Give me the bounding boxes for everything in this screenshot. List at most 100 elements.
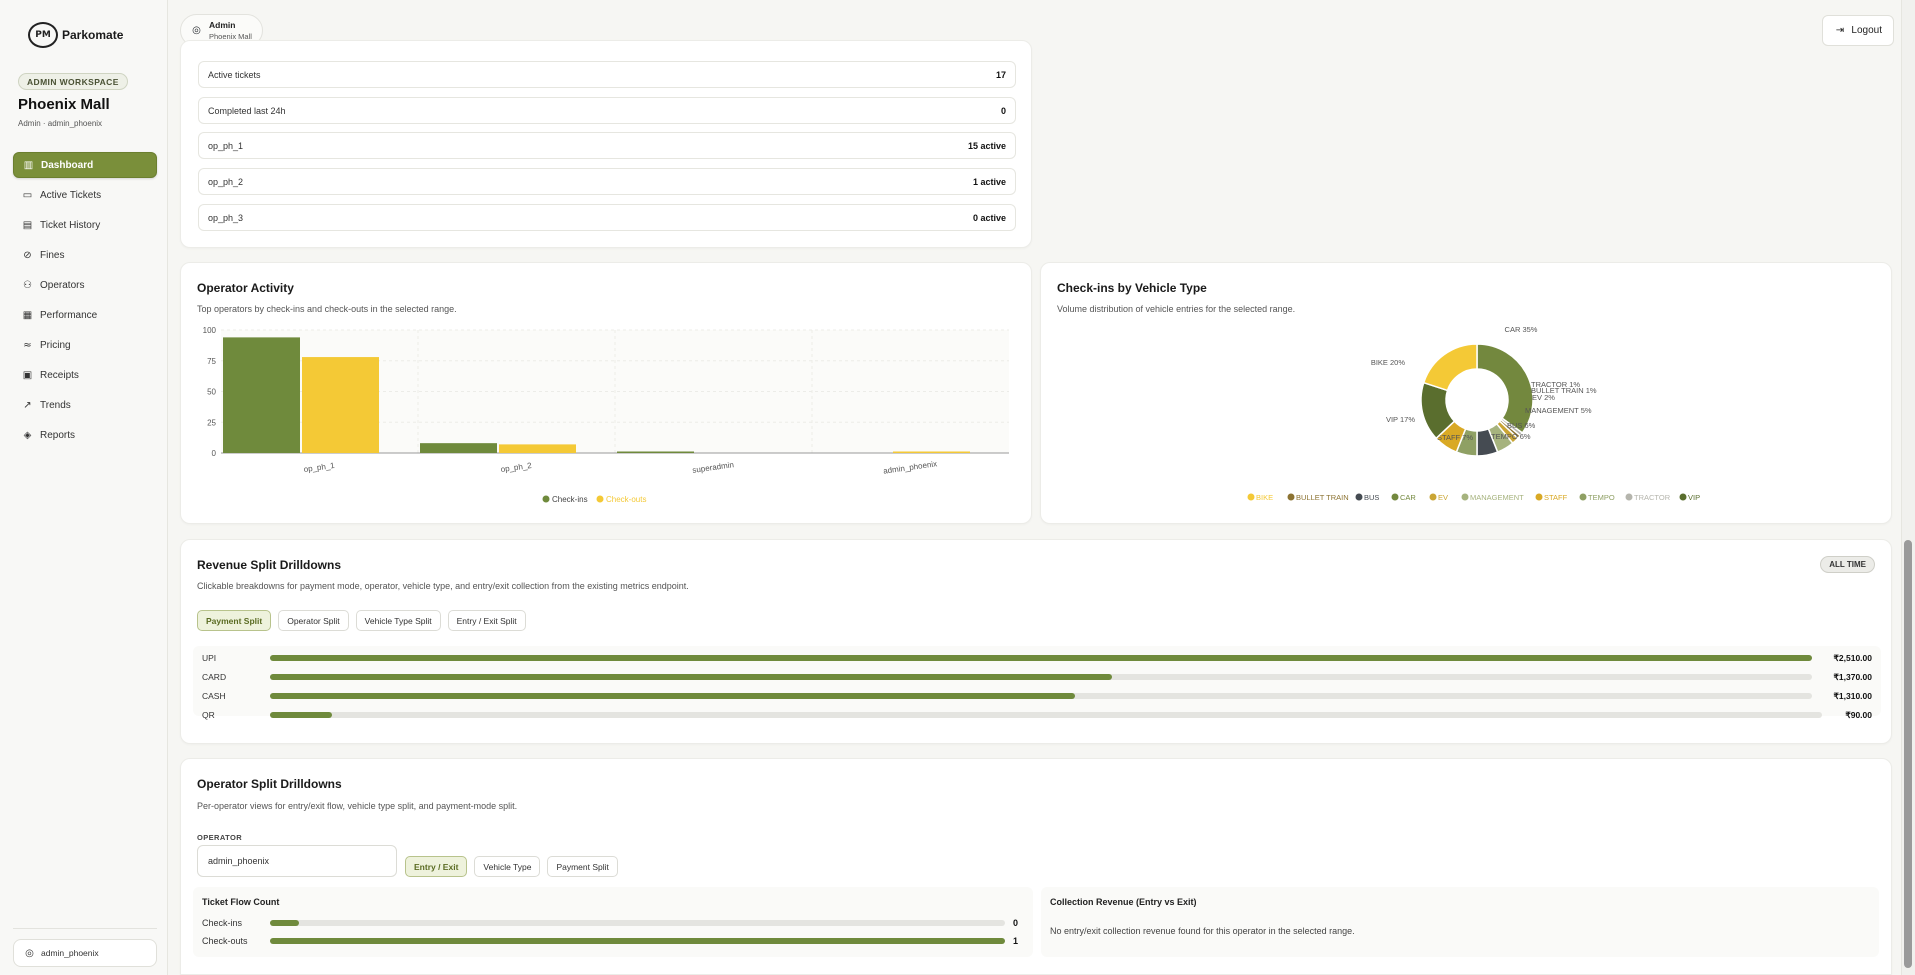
legend-label[interactable]: TRACTOR xyxy=(1634,493,1671,502)
tab-vehicle-type[interactable]: Vehicle Type xyxy=(474,856,541,877)
pie-slice-bike[interactable] xyxy=(1422,343,1478,392)
revenue-fill xyxy=(270,693,1075,699)
sidebar-nav: ▥ Dashboard ▭ Active Tickets ▤ Ticket Hi… xyxy=(13,152,157,452)
org-name: Phoenix Mall xyxy=(18,96,110,113)
x-tick-label: op_ph_1 xyxy=(303,461,336,474)
logo-icon: PM xyxy=(28,22,58,48)
pie-slice-car[interactable] xyxy=(1476,343,1534,434)
legend-label[interactable]: BULLET TRAIN xyxy=(1296,493,1349,502)
revenue-row: CARD ₹1,370.00 xyxy=(202,671,1872,683)
sidebar-item-dashboard[interactable]: ▥ Dashboard xyxy=(13,152,157,178)
bar-check-ins[interactable] xyxy=(617,451,694,454)
collection-title: Collection Revenue (Entry vs Exit) xyxy=(1050,897,1197,907)
receipt-icon: ▣ xyxy=(22,369,33,381)
stat-row: Active tickets 17 xyxy=(198,61,1016,88)
logout-button[interactable]: ⇥ Logout xyxy=(1822,15,1894,46)
tab-entry-exit[interactable]: Entry / Exit xyxy=(405,856,468,877)
sidebar-item-fines[interactable]: ⊘ Fines xyxy=(13,242,157,268)
legend-swatch xyxy=(1625,493,1633,501)
bar-check-ins[interactable] xyxy=(223,337,300,453)
revenue-amount: ₹2,510.00 xyxy=(1833,652,1873,663)
chart-icon: ▥ xyxy=(23,159,34,171)
performance-icon: ▦ xyxy=(22,309,33,321)
legend-swatch xyxy=(542,495,550,503)
stat-value: 15 active xyxy=(967,140,1006,151)
ticket-flow-title: Ticket Flow Count xyxy=(202,897,280,907)
vehicle-checkins-card: Check-ins by Vehicle Type Volume distrib… xyxy=(1040,262,1892,524)
brand-logo[interactable]: PM Parkomate xyxy=(28,22,123,48)
vehicle-type-chart: CAR 35% TRACTOR 1%BULLET TRAIN 1%EV 2% MAN… xyxy=(1247,325,1700,502)
bar-check-ins[interactable] xyxy=(420,443,497,453)
legend-label[interactable]: VIP xyxy=(1688,493,1700,502)
x-tick-label: superadmin xyxy=(692,460,735,475)
legend-label[interactable]: BIKE xyxy=(1256,493,1273,502)
sidebar-item-label: Fines xyxy=(40,249,65,261)
legend-swatch xyxy=(1247,493,1255,501)
sidebar-item-ticket-history[interactable]: ▤ Ticket History xyxy=(13,212,157,238)
slice-label: BULLET TRAIN 1% xyxy=(1531,386,1597,395)
tab-entry-exit-split[interactable]: Entry / Exit Split xyxy=(447,610,526,631)
legend-label[interactable]: Check-outs xyxy=(606,495,646,504)
user-chip[interactable]: ◎ admin_phoenix xyxy=(13,939,157,967)
revenue-track xyxy=(270,693,1812,699)
stat-label: op_ph_2 xyxy=(208,176,244,187)
tab-payment-split[interactable]: Payment Split xyxy=(197,610,272,631)
flow-fill xyxy=(270,938,1005,944)
legend-label[interactable]: MANAGEMENT xyxy=(1470,493,1524,502)
sidebar-item-label: Ticket History xyxy=(40,219,101,231)
bar-check-outs[interactable] xyxy=(302,357,379,453)
sidebar-item-active-tickets[interactable]: ▭ Active Tickets xyxy=(13,182,157,208)
revenue-amount: ₹1,370.00 xyxy=(1833,671,1873,682)
sidebar-item-operators[interactable]: ⚇ Operators xyxy=(13,272,157,298)
card-title: Operator Activity xyxy=(197,281,294,295)
scrollbar-thumb[interactable] xyxy=(1904,540,1912,968)
flow-value: 1 xyxy=(1012,936,1018,946)
sidebar-divider xyxy=(13,928,157,929)
legend-swatch xyxy=(1679,493,1687,501)
flow-row: Check-outs 1 xyxy=(202,935,1018,947)
y-tick-label: 100 xyxy=(203,326,217,335)
sidebar-item-performance[interactable]: ▦ Performance xyxy=(13,302,157,328)
ticket-flow-panel: Ticket Flow Count Check-ins 0 Check-outs… xyxy=(193,887,1033,957)
legend-label[interactable]: TEMPO xyxy=(1588,493,1615,502)
legend-swatch xyxy=(1429,493,1437,501)
y-tick-label: 50 xyxy=(207,388,216,397)
sidebar-item-pricing[interactable]: ≈ Pricing xyxy=(13,332,157,358)
revenue-tabs: Payment Split Operator Split Vehicle Typ… xyxy=(197,610,526,631)
range-badge[interactable]: ALL TIME xyxy=(1820,556,1875,573)
legend-label[interactable]: STAFF xyxy=(1544,493,1568,502)
page-scrollbar[interactable] xyxy=(1901,0,1915,975)
admin-role: Admin xyxy=(209,20,236,30)
user-name: admin_phoenix xyxy=(41,948,99,958)
logout-icon: ⇥ xyxy=(1835,25,1845,36)
legend-label[interactable]: EV xyxy=(1438,493,1448,502)
legend-label[interactable]: CAR xyxy=(1400,493,1416,502)
fines-icon: ⊘ xyxy=(23,249,32,261)
flow-track xyxy=(270,920,1005,926)
sidebar-item-receipts[interactable]: ▣ Receipts xyxy=(13,362,157,388)
operator-split-card: Operator Split Drilldowns Per-operator v… xyxy=(180,758,1892,975)
slice-label: VIP 17% xyxy=(1386,415,1415,424)
sidebar-item-reports[interactable]: ◈ Reports xyxy=(13,422,157,448)
stat-value: 0 xyxy=(1000,105,1006,116)
revenue-fill xyxy=(270,655,1812,661)
sidebar-item-trends[interactable]: ↗ Trends xyxy=(13,392,157,418)
operator-label: OPERATOR xyxy=(197,833,243,842)
user-icon: ◎ xyxy=(25,947,34,959)
tab-operator-split[interactable]: Operator Split xyxy=(278,610,349,631)
revenue-row: QR ₹90.00 xyxy=(202,709,1872,721)
bar-check-outs[interactable] xyxy=(893,451,970,454)
card-subtitle: Volume distribution of vehicle entries f… xyxy=(1057,304,1296,314)
revenue-track xyxy=(270,712,1822,718)
sidebar-item-label: Trends xyxy=(40,399,71,411)
operator-activity-chart: 100 75 50 25 0 op_ph_1 op_ph_2 superadmin admin_… xyxy=(203,326,1009,504)
stat-value: 17 xyxy=(995,69,1006,80)
bar-check-outs[interactable] xyxy=(499,444,576,453)
tab-vehicle-type-split[interactable]: Vehicle Type Split xyxy=(355,610,441,631)
tab-payment-split[interactable]: Payment Split xyxy=(547,856,618,877)
flow-value: 0 xyxy=(1012,918,1018,928)
legend-label[interactable]: BUS xyxy=(1364,493,1379,502)
legend-swatch xyxy=(1461,493,1469,501)
legend-label[interactable]: Check-ins xyxy=(552,495,588,504)
operator-select[interactable]: admin_phoenix xyxy=(197,845,397,877)
